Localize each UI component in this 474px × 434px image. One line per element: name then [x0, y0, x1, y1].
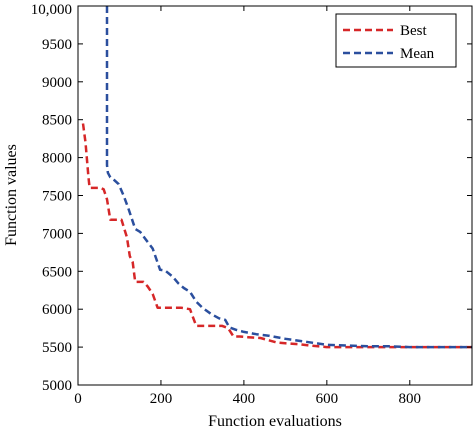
- x-axis-label: Function evaluations: [208, 413, 342, 429]
- series-layer: [81, 6, 472, 349]
- plot-frame: [77, 5, 473, 386]
- legend-label-mean: Mean: [400, 46, 435, 62]
- y-tick-label: 5500: [42, 340, 72, 356]
- series-line-best: [81, 123, 472, 349]
- y-tick-label: 9500: [42, 37, 72, 53]
- y-tick-label: 7000: [42, 226, 72, 242]
- x-tick-label: 400: [233, 391, 256, 407]
- y-tick-label: 7500: [42, 189, 72, 205]
- x-tick-label: 600: [316, 391, 339, 407]
- y-tick-label: 9000: [42, 75, 72, 91]
- y-tick-label: 10,000: [31, 2, 72, 18]
- x-tick-label: 800: [399, 391, 422, 407]
- x-tick-label: 0: [74, 391, 82, 407]
- y-tick-label: 8500: [42, 113, 72, 129]
- x-tick-label: 200: [150, 391, 173, 407]
- tick-layer: 0 200 400 600 800 5000 5500 6000 6500 7000 7500 800…: [31, 2, 472, 407]
- plot-background: [78, 6, 472, 385]
- y-tick-label: 8000: [42, 151, 72, 167]
- y-tick-label: 5000: [42, 378, 72, 394]
- legend-label-best: Best: [400, 23, 428, 39]
- legend: Best Mean: [335, 13, 457, 68]
- legend-box: [335, 13, 457, 68]
- y-tick-label: 6500: [42, 264, 72, 280]
- y-axis-label: Function values: [3, 144, 20, 246]
- y-tick-label: 6000: [42, 302, 72, 318]
